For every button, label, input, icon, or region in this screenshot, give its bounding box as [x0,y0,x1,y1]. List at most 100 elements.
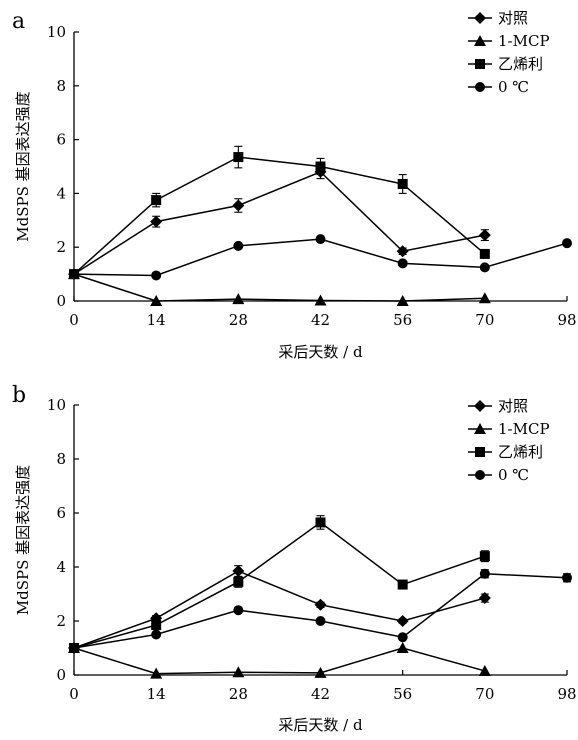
legend-label: 乙烯利 [498,55,543,73]
x-tick-label: 28 [229,311,248,329]
y-tick-label: 6 [56,131,66,149]
legend-marker [474,12,486,24]
series-line [73,570,486,649]
legend-label: 0 ℃ [498,78,529,96]
data-point [315,234,326,245]
series-line [73,647,486,675]
data-point [315,161,326,172]
data-point [397,579,408,590]
y-tick-label: 2 [56,238,66,256]
data-point [479,568,490,579]
series-3 [69,568,572,653]
data-point [232,565,245,578]
data-point [232,199,245,212]
data-point [478,592,491,605]
x-tick-label: 14 [147,685,166,703]
x-tick-label: 0 [69,311,79,329]
x-tick-label: 0 [69,685,79,703]
series-line [73,171,485,275]
data-point [315,517,326,528]
series-2 [69,145,490,280]
y-tick-label: 10 [47,23,66,41]
series-line [73,273,485,302]
series-line [73,572,568,649]
legend-marker [475,82,485,92]
y-tick-label: 0 [56,666,66,684]
series-1 [68,642,491,679]
panel-label: a [12,9,25,34]
data-point [233,605,244,616]
series-3 [69,234,572,281]
series-1 [68,268,491,306]
y-tick-label: 2 [56,612,66,630]
series-0 [68,565,491,654]
legend: 对照 1-MCP 乙烯利 0 ℃ [468,9,550,96]
y-tick-label: 0 [56,292,66,310]
y-tick-label: 8 [56,450,66,468]
data-point [314,666,327,678]
x-tick-label: 70 [475,311,494,329]
data-point [151,629,162,640]
legend-marker [474,423,486,434]
x-tick-label: 42 [311,311,330,329]
legend-label: 乙烯利 [498,443,543,461]
x-tick-label: 98 [557,311,576,329]
data-point [232,666,245,678]
data-point [314,598,327,611]
data-point [69,643,79,653]
data-point [397,178,408,189]
legend-label: 对照 [498,397,528,415]
x-tick-label: 98 [557,685,576,703]
chart-panel-b: b 0 2 4 6 8 10 0 14 28 42 56 70 98 采后天数 / d MdSPS 基因表达强… [12,383,577,734]
y-axis-title: MdSPS 基因表达强度 [14,91,32,241]
data-point [396,245,409,258]
data-point [233,240,244,251]
legend-label: 对照 [498,9,528,27]
data-point [151,270,162,281]
x-tick-label: 56 [393,311,412,329]
y-tick-label: 10 [47,396,66,414]
data-point [562,238,572,249]
data-point [479,248,490,259]
data-point [150,295,163,306]
data-point [478,229,491,242]
series-line [73,521,486,649]
y-tick-label: 6 [56,504,66,522]
data-point [233,152,244,163]
data-point [397,258,408,269]
legend-marker [474,35,486,46]
legend-marker [475,470,485,480]
data-point [397,632,408,643]
chart-panel-a: a 0 2 4 6 8 10 0 14 28 42 56 70 98 采后天数 / d MdSPS 基因表达强… [12,9,577,361]
data-point [150,667,163,679]
data-point [315,616,326,626]
legend-label: 0 ℃ [498,466,529,484]
data-point [562,572,572,583]
data-point [479,262,490,273]
data-point [232,293,245,305]
data-point [69,269,79,280]
data-point [479,551,490,562]
data-point [396,642,409,653]
x-tick-label: 28 [229,685,248,703]
data-point [233,576,244,587]
data-point [151,195,162,206]
series-line [73,238,568,277]
y-axis-title: MdSPS 基因表达强度 [14,465,32,615]
panel-label: b [12,383,26,408]
legend-label: 1-MCP [498,32,550,50]
legend-marker [474,400,486,412]
data-point [396,615,409,627]
x-tick-label: 42 [311,685,330,703]
data-point [396,295,409,306]
series-2 [69,515,490,653]
y-tick-label: 4 [56,184,66,202]
series-line [73,156,486,275]
data-point [478,292,491,304]
y-tick-label: 8 [56,77,66,95]
legend: 对照 1-MCP 乙烯利 0 ℃ [468,397,550,484]
legend-marker [475,447,485,457]
x-tick-label: 14 [147,311,166,329]
x-axis-title: 采后天数 / d [278,716,363,734]
